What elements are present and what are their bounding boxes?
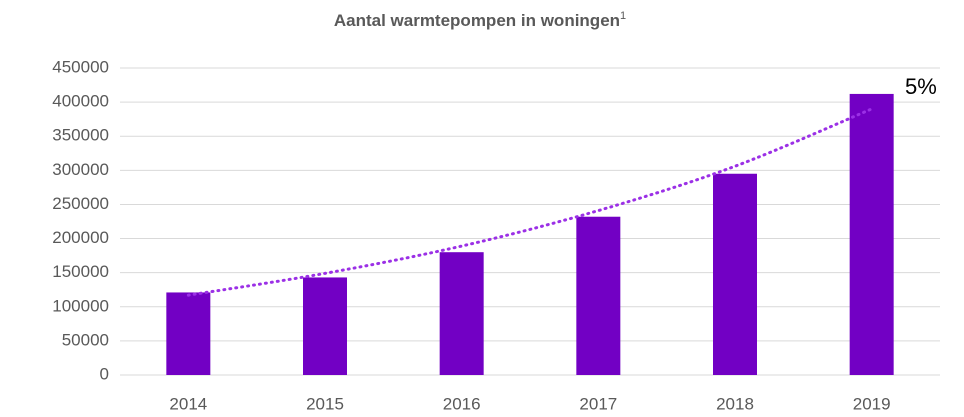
bar [303, 277, 347, 375]
annotation: 5% [905, 74, 937, 99]
bar [713, 173, 757, 375]
bar [166, 292, 211, 375]
bar [439, 252, 484, 375]
title-text: Aantal warmtepompen in woningen [334, 11, 620, 30]
title-superscript: 1 [620, 10, 626, 22]
y-tick-label: 300000 [52, 160, 109, 179]
x-tick-label: 2017 [579, 394, 617, 413]
bar [576, 216, 621, 375]
bar [849, 93, 894, 376]
y-tick-label: 250000 [52, 194, 109, 213]
x-tick-label: 2019 [853, 394, 891, 413]
y-tick-label: 400000 [52, 92, 109, 111]
y-tick-label: 450000 [52, 57, 109, 76]
y-tick-label: 0 [100, 364, 109, 383]
y-tick-label: 150000 [52, 262, 109, 281]
chart-title: Aantal warmtepompen in woningen1 [334, 10, 626, 31]
y-tick-label: 200000 [52, 228, 109, 247]
x-tick-label: 2015 [306, 394, 344, 413]
x-tick-label: 2016 [443, 394, 481, 413]
x-tick-label: 2018 [716, 394, 754, 413]
trendline [186, 107, 874, 297]
y-tick-label: 350000 [52, 126, 109, 145]
y-tick-label: 50000 [62, 330, 109, 349]
y-tick-label: 100000 [52, 296, 109, 315]
x-tick-label: 2014 [169, 394, 207, 413]
